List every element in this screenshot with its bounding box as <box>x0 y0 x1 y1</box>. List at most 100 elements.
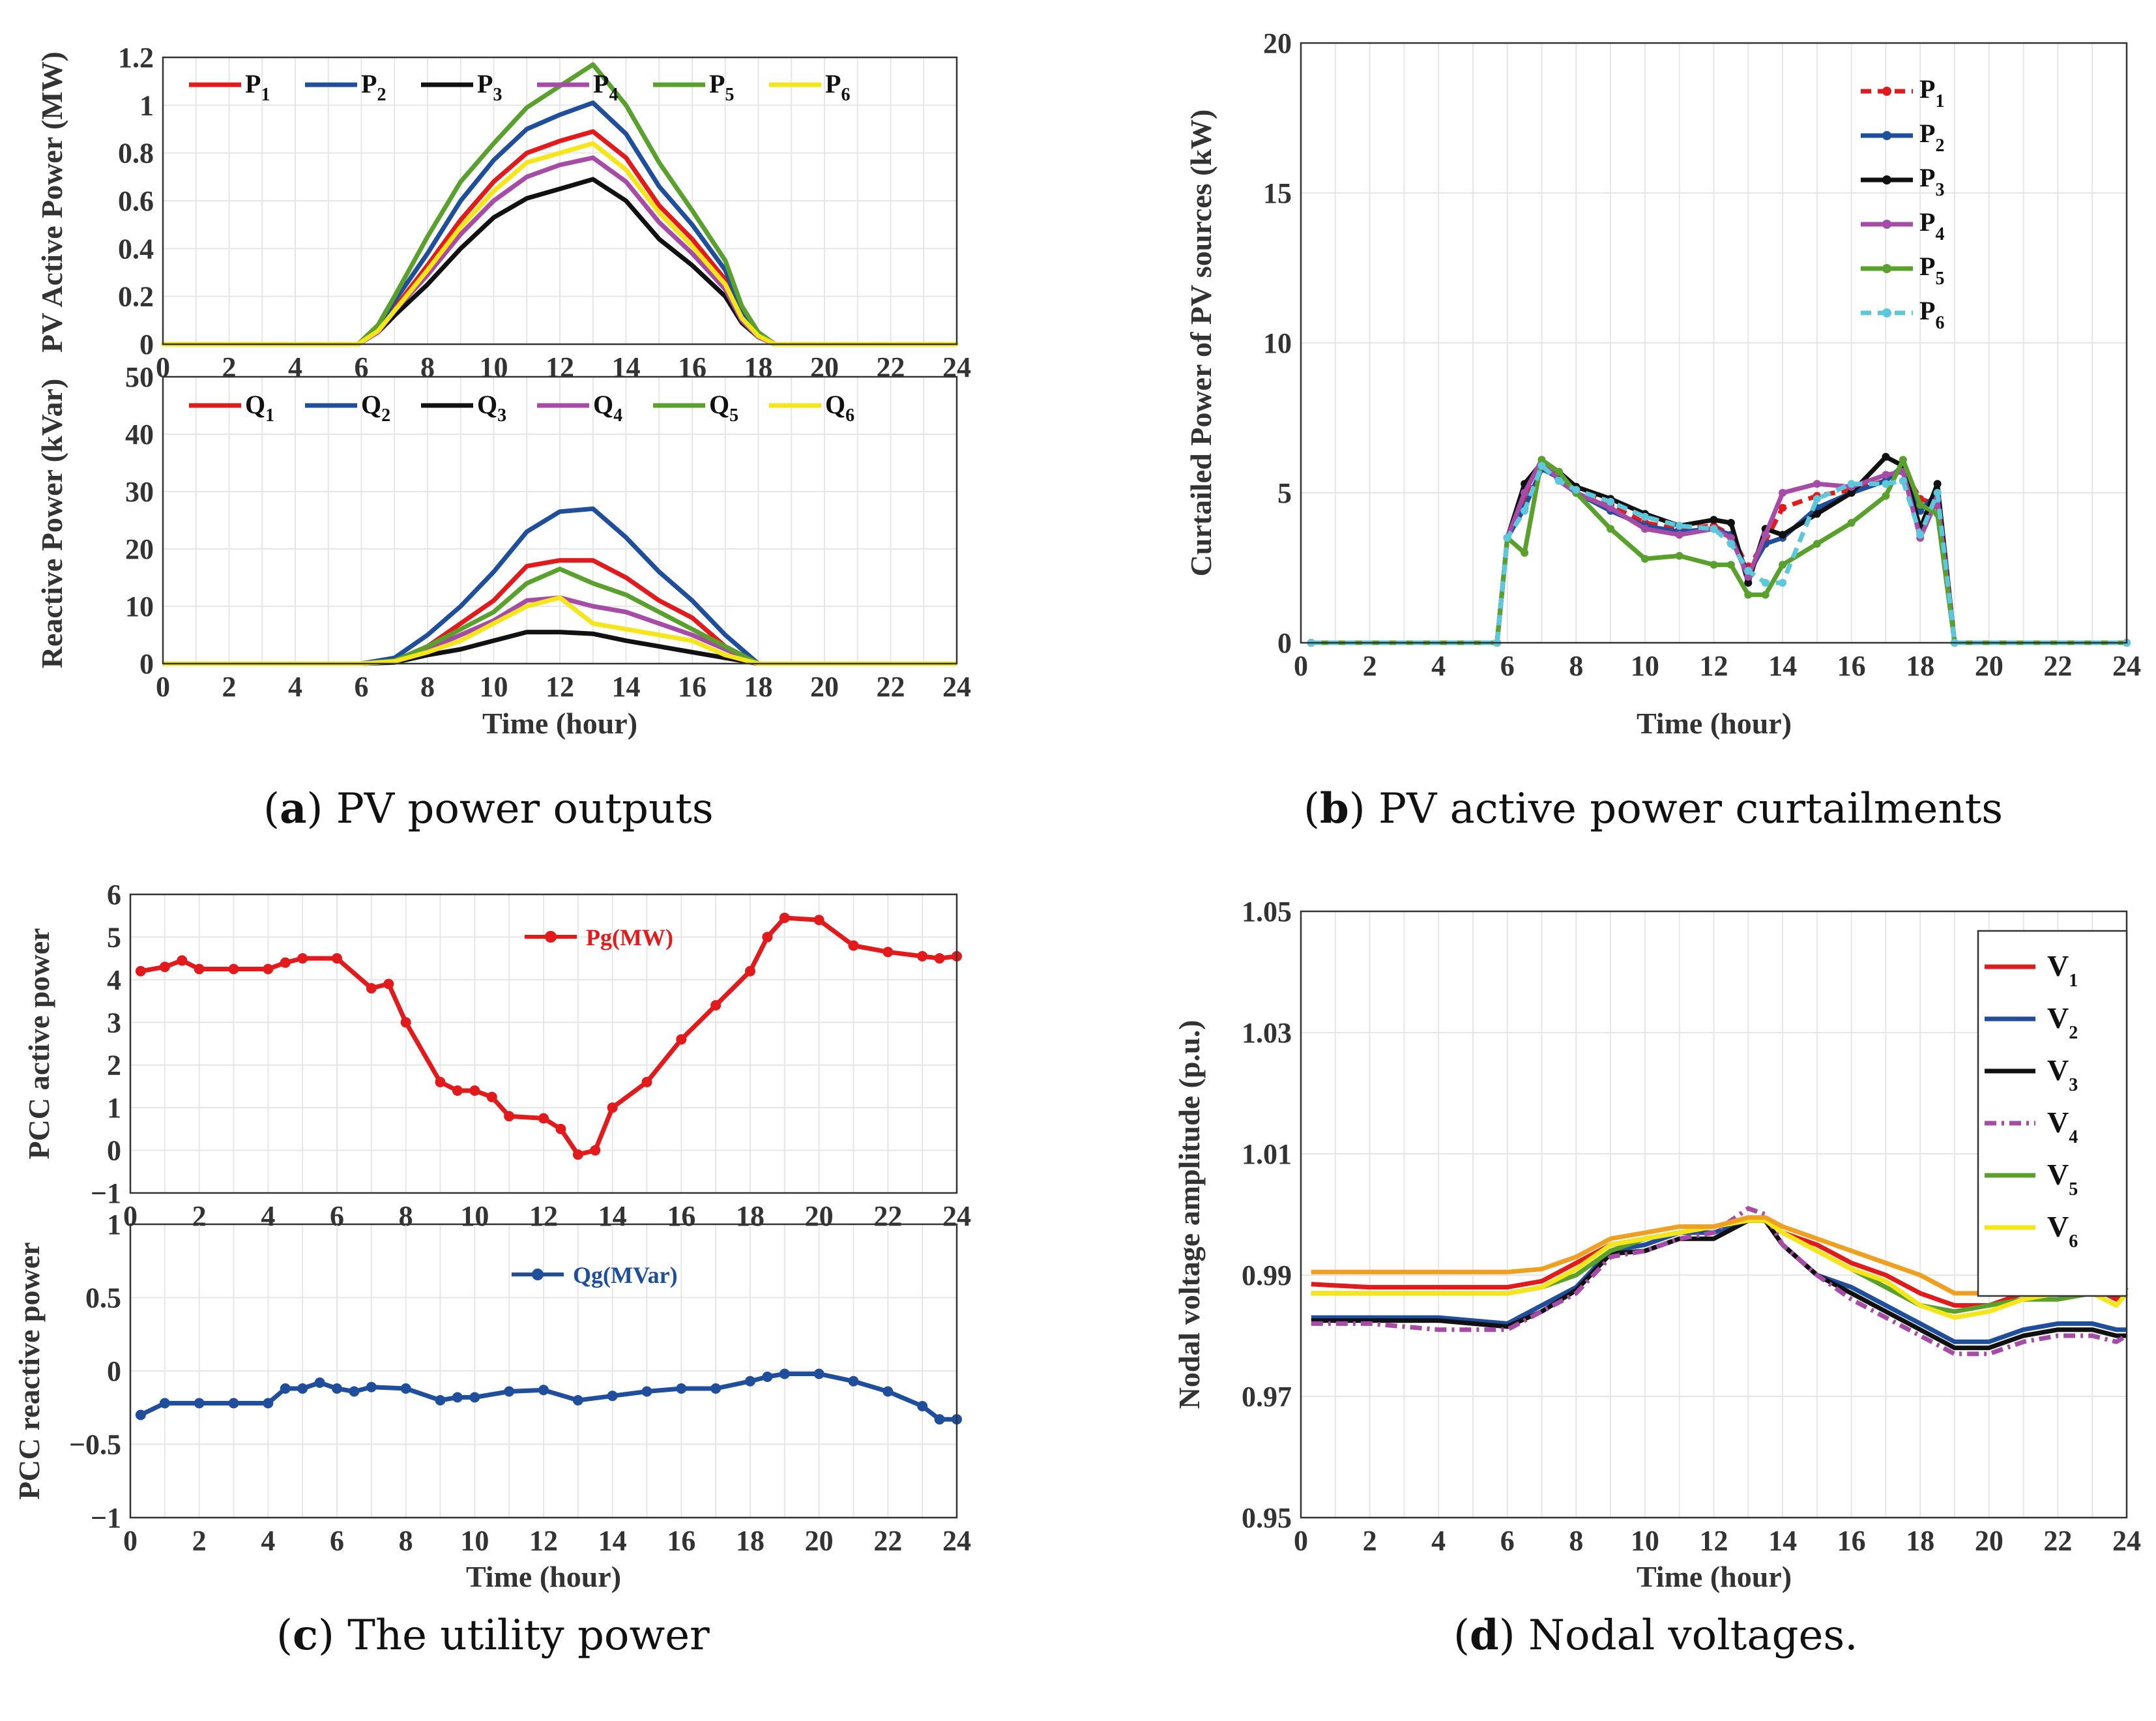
data-point <box>1675 552 1683 560</box>
chart-d: 0 2 4 6 8 10 12 14 16 18 20 22 240.950.970.991.011.0… <box>1173 896 2141 1593</box>
data-point <box>159 1398 170 1409</box>
x-tick-label: 0 <box>123 1525 138 1557</box>
series-line-Qg(MVar) <box>139 1372 957 1422</box>
x-tick-label: 24 <box>942 1525 971 1557</box>
data-point <box>882 947 894 958</box>
x-tick-label: 6 <box>355 671 369 703</box>
data-point <box>1847 489 1856 497</box>
data-point <box>228 963 239 975</box>
legend-label: P5 <box>709 69 734 105</box>
x-axis-label: Time (hour) <box>482 707 637 740</box>
y-tick-label: 0 <box>1277 627 1292 659</box>
y-tick-label: 0 <box>139 648 154 680</box>
data-point <box>297 953 308 964</box>
data-point <box>882 1386 894 1397</box>
legend-marker <box>1882 264 1891 273</box>
data-point <box>159 962 170 973</box>
data-point <box>1607 525 1615 533</box>
data-point <box>1554 467 1563 476</box>
legend-box <box>1977 930 2128 1297</box>
legend-label: P6 <box>1919 296 1944 333</box>
y-tick-label: 1 <box>107 1209 121 1241</box>
y-tick-label: 0 <box>107 1135 121 1167</box>
y-tick-label: 15 <box>1263 177 1292 209</box>
data-point <box>1537 456 1546 464</box>
data-point <box>745 965 755 977</box>
y-tick-label: 0 <box>107 1355 121 1387</box>
data-point <box>934 1414 945 1425</box>
data-point <box>1675 531 1683 539</box>
legend-marker <box>1882 308 1891 317</box>
x-tick-label: 10 <box>460 1525 489 1557</box>
data-point <box>504 1386 515 1397</box>
data-point <box>1779 531 1787 539</box>
legend-marker <box>532 1269 544 1280</box>
data-point <box>1761 591 1770 599</box>
x-tick-label: 12 <box>1700 650 1728 682</box>
data-point <box>745 1375 755 1387</box>
y-tick-label: 4 <box>107 964 121 996</box>
legend-label: Q5 <box>709 390 738 426</box>
data-point <box>572 1149 583 1160</box>
caption-d-text: Nodal voltages. <box>1515 1611 1858 1660</box>
data-point <box>1899 456 1907 464</box>
series-line-Pg(MW) <box>140 915 957 1157</box>
caption-b: (b) PV active power curtailments <box>1304 784 2003 833</box>
data-point <box>538 1385 549 1396</box>
x-tick-label: 18 <box>1906 650 1934 682</box>
x-tick-label: 8 <box>420 671 435 703</box>
data-point <box>1521 507 1529 515</box>
data-point <box>917 950 928 962</box>
legend-label: P3 <box>477 69 502 105</box>
data-point <box>607 1102 618 1113</box>
series-line-P5 <box>163 62 957 347</box>
data-point <box>1813 480 1821 488</box>
x-tick-label: 16 <box>1837 1525 1866 1557</box>
caption-a-text: PV power outputs <box>323 785 713 833</box>
data-point <box>1726 519 1735 527</box>
data-point <box>1521 489 1529 497</box>
plot-frame <box>129 893 958 1194</box>
data-point <box>400 1383 411 1394</box>
y-tick-label: 20 <box>125 533 154 565</box>
data-point <box>177 955 188 966</box>
data-point <box>400 1017 411 1028</box>
data-point <box>486 1091 497 1102</box>
x-tick-label: 12 <box>546 671 574 703</box>
x-tick-label: 4 <box>261 1525 275 1557</box>
data-point <box>452 1085 463 1096</box>
x-tick-label: 22 <box>2043 1525 2072 1557</box>
y-axis-label: PV Active Power (MW) <box>35 51 68 353</box>
data-point <box>135 1409 146 1420</box>
y-tick-label: 10 <box>1263 327 1292 359</box>
x-tick-label: 2 <box>222 671 237 703</box>
y-axis-label: PCC active power <box>22 928 55 1159</box>
data-point <box>1916 501 1925 509</box>
y-tick-label: 0.5 <box>85 1282 121 1314</box>
legend-label: P6 <box>825 69 850 105</box>
data-point <box>435 1076 446 1087</box>
series-line-P6 <box>163 141 957 347</box>
x-tick-label: 4 <box>288 351 302 383</box>
data-point <box>917 1401 928 1411</box>
legend-label: Q3 <box>477 390 506 426</box>
series-line-Q6 <box>163 595 957 666</box>
y-tick-label: 40 <box>125 419 154 450</box>
x-tick-label: 0 <box>156 671 170 703</box>
data-point <box>1779 504 1787 512</box>
data-point <box>710 1383 721 1394</box>
chart-a_top: 0 2 4 6 8 10 12 14 16 18 20 22 2400.20.40.60.811.2PV… <box>35 42 971 383</box>
data-point <box>1744 566 1753 575</box>
x-tick-label: 2 <box>192 1525 207 1557</box>
plot-frame <box>162 375 958 665</box>
data-point <box>194 963 205 975</box>
series-line-Q2 <box>163 506 957 666</box>
data-point <box>135 965 146 977</box>
x-tick-label: 12 <box>1700 1525 1728 1557</box>
data-point <box>1744 591 1753 599</box>
y-tick-label: 1 <box>139 89 154 121</box>
data-point <box>366 1381 377 1392</box>
data-point <box>1882 452 1890 461</box>
plot-frame <box>129 1223 958 1519</box>
